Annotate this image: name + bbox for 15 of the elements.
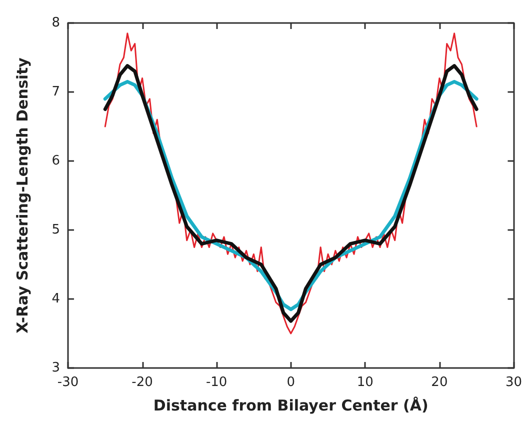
x-tick-label: -10	[206, 375, 228, 390]
x-tick-label: -30	[57, 375, 79, 390]
y-tick-label: 3	[52, 360, 60, 376]
y-tick-label: 6	[52, 154, 60, 168]
x-tick-label: 20	[431, 375, 448, 390]
x-tick-label: -20	[132, 375, 153, 390]
y-tick-label: 7	[52, 84, 60, 100]
y-tick-label: 4	[52, 292, 60, 306]
x-tick-label: 30	[505, 375, 522, 390]
y-tick-label: 5	[52, 222, 60, 238]
x-axis-title: Distance from Bilayer Center (Å)	[153, 396, 428, 414]
x-tick-label: 0	[286, 375, 296, 390]
x-tick-label: 10	[356, 375, 374, 390]
y-tick-label: 8	[52, 16, 60, 30]
y-axis-title: X-Ray Scattering-Length Density	[14, 57, 32, 334]
